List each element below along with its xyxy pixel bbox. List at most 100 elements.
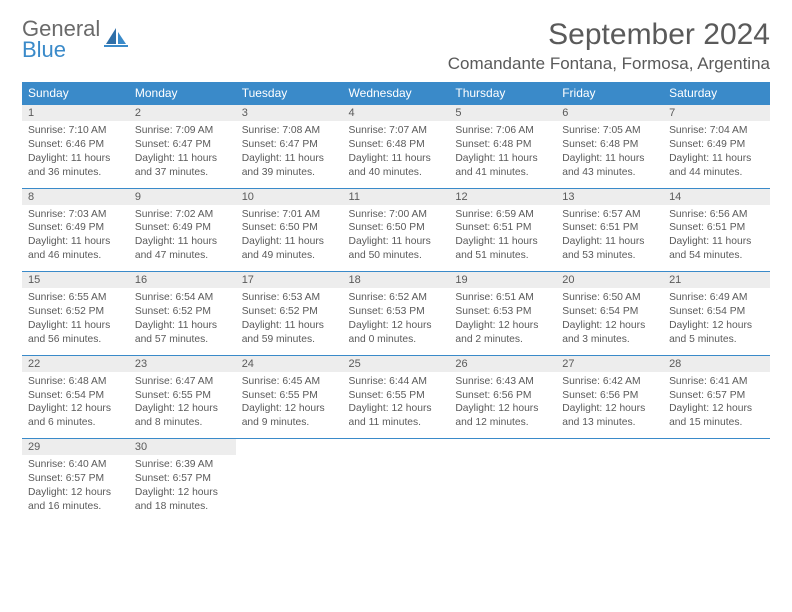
daylight-line: Daylight: 11 hours and 39 minutes.: [242, 152, 337, 180]
logo-text: General Blue: [22, 18, 100, 61]
day-number: 26: [449, 356, 556, 372]
day-body: Sunrise: 7:04 AMSunset: 6:49 PMDaylight:…: [663, 121, 770, 188]
day-number: 17: [236, 272, 343, 288]
sunrise-line: Sunrise: 7:01 AM: [242, 208, 337, 222]
day-body: Sunrise: 7:01 AMSunset: 6:50 PMDaylight:…: [236, 205, 343, 272]
day-body: Sunrise: 7:03 AMSunset: 6:49 PMDaylight:…: [22, 205, 129, 272]
calendar-table: SundayMondayTuesdayWednesdayThursdayFrid…: [22, 82, 770, 522]
day-body: Sunrise: 6:42 AMSunset: 6:56 PMDaylight:…: [556, 372, 663, 439]
daylight-line: Daylight: 12 hours and 3 minutes.: [562, 319, 657, 347]
sunset-line: Sunset: 6:49 PM: [28, 221, 123, 235]
empty-cell: [556, 439, 663, 522]
logo: General Blue: [22, 18, 130, 61]
calendar-cell: 7Sunrise: 7:04 AMSunset: 6:49 PMDaylight…: [663, 105, 770, 189]
day-number: 14: [663, 189, 770, 205]
header: General Blue September 2024 Comandante F…: [22, 18, 770, 74]
sunset-line: Sunset: 6:46 PM: [28, 138, 123, 152]
daylight-line: Daylight: 12 hours and 15 minutes.: [669, 402, 764, 430]
day-body: Sunrise: 6:45 AMSunset: 6:55 PMDaylight:…: [236, 372, 343, 439]
sunset-line: Sunset: 6:53 PM: [349, 305, 444, 319]
sunset-line: Sunset: 6:54 PM: [669, 305, 764, 319]
calendar-cell: 19Sunrise: 6:51 AMSunset: 6:53 PMDayligh…: [449, 272, 556, 356]
calendar-cell: 9Sunrise: 7:02 AMSunset: 6:49 PMDaylight…: [129, 188, 236, 272]
day-body: Sunrise: 6:50 AMSunset: 6:54 PMDaylight:…: [556, 288, 663, 355]
calendar-cell: 6Sunrise: 7:05 AMSunset: 6:48 PMDaylight…: [556, 105, 663, 189]
daylight-line: Daylight: 11 hours and 40 minutes.: [349, 152, 444, 180]
day-number: 25: [343, 356, 450, 372]
sunrise-line: Sunrise: 7:10 AM: [28, 124, 123, 138]
sunset-line: Sunset: 6:56 PM: [562, 389, 657, 403]
calendar-cell: 25Sunrise: 6:44 AMSunset: 6:55 PMDayligh…: [343, 355, 450, 439]
sunset-line: Sunset: 6:49 PM: [135, 221, 230, 235]
logo-sail-icon: [104, 26, 130, 53]
sunset-line: Sunset: 6:47 PM: [135, 138, 230, 152]
sunset-line: Sunset: 6:54 PM: [28, 389, 123, 403]
day-header: Sunday: [22, 82, 129, 105]
day-number: 16: [129, 272, 236, 288]
day-number: 28: [663, 356, 770, 372]
day-number: 18: [343, 272, 450, 288]
calendar-cell: 18Sunrise: 6:52 AMSunset: 6:53 PMDayligh…: [343, 272, 450, 356]
calendar-cell: 16Sunrise: 6:54 AMSunset: 6:52 PMDayligh…: [129, 272, 236, 356]
calendar-cell: 14Sunrise: 6:56 AMSunset: 6:51 PMDayligh…: [663, 188, 770, 272]
sunset-line: Sunset: 6:54 PM: [562, 305, 657, 319]
sunrise-line: Sunrise: 6:54 AM: [135, 291, 230, 305]
daylight-line: Daylight: 12 hours and 5 minutes.: [669, 319, 764, 347]
calendar-cell: 21Sunrise: 6:49 AMSunset: 6:54 PMDayligh…: [663, 272, 770, 356]
day-body: Sunrise: 6:41 AMSunset: 6:57 PMDaylight:…: [663, 372, 770, 439]
calendar-row: 15Sunrise: 6:55 AMSunset: 6:52 PMDayligh…: [22, 272, 770, 356]
day-number: 30: [129, 439, 236, 455]
calendar-cell: 8Sunrise: 7:03 AMSunset: 6:49 PMDaylight…: [22, 188, 129, 272]
title-block: September 2024 Comandante Fontana, Formo…: [448, 18, 770, 74]
daylight-line: Daylight: 11 hours and 59 minutes.: [242, 319, 337, 347]
daylight-line: Daylight: 12 hours and 18 minutes.: [135, 486, 230, 514]
calendar-cell: 4Sunrise: 7:07 AMSunset: 6:48 PMDaylight…: [343, 105, 450, 189]
sunset-line: Sunset: 6:57 PM: [669, 389, 764, 403]
daylight-line: Daylight: 12 hours and 16 minutes.: [28, 486, 123, 514]
sunrise-line: Sunrise: 7:02 AM: [135, 208, 230, 222]
calendar-cell: 24Sunrise: 6:45 AMSunset: 6:55 PMDayligh…: [236, 355, 343, 439]
daylight-line: Daylight: 12 hours and 13 minutes.: [562, 402, 657, 430]
sunrise-line: Sunrise: 6:56 AM: [669, 208, 764, 222]
day-number: 2: [129, 105, 236, 121]
day-number: 24: [236, 356, 343, 372]
day-number: 1: [22, 105, 129, 121]
sunset-line: Sunset: 6:52 PM: [242, 305, 337, 319]
calendar-cell: 29Sunrise: 6:40 AMSunset: 6:57 PMDayligh…: [22, 439, 129, 522]
daylight-line: Daylight: 11 hours and 51 minutes.: [455, 235, 550, 263]
sunset-line: Sunset: 6:48 PM: [562, 138, 657, 152]
location-text: Comandante Fontana, Formosa, Argentina: [448, 54, 770, 74]
sunset-line: Sunset: 6:50 PM: [349, 221, 444, 235]
calendar-body: 1 Sunrise: 7:10 AMSunset: 6:46 PM Daylight…: [22, 105, 770, 522]
sunset-line: Sunset: 6:51 PM: [455, 221, 550, 235]
day-number: 7: [663, 105, 770, 121]
sunrise-line: Sunrise: 7:07 AM: [349, 124, 444, 138]
calendar-cell: 17Sunrise: 6:53 AMSunset: 6:52 PMDayligh…: [236, 272, 343, 356]
calendar-cell: 3Sunrise: 7:08 AMSunset: 6:47 PMDaylight…: [236, 105, 343, 189]
daylight-line: Daylight: 12 hours and 8 minutes.: [135, 402, 230, 430]
daylight-line: Daylight: 11 hours and 53 minutes.: [562, 235, 657, 263]
sunset-line: Sunset: 6:56 PM: [455, 389, 550, 403]
sunrise-line: Sunrise: 6:59 AM: [455, 208, 550, 222]
calendar-cell: 12Sunrise: 6:59 AMSunset: 6:51 PMDayligh…: [449, 188, 556, 272]
sunset-line: Sunset: 6:48 PM: [349, 138, 444, 152]
calendar-cell: 5Sunrise: 7:06 AMSunset: 6:48 PMDaylight…: [449, 105, 556, 189]
day-body: Sunrise: 7:02 AMSunset: 6:49 PMDaylight:…: [129, 205, 236, 272]
calendar-cell: 2Sunrise: 7:09 AMSunset: 6:47 PMDaylight…: [129, 105, 236, 189]
sunset-line: Sunset: 6:55 PM: [135, 389, 230, 403]
day-body: Sunrise: 6:40 AMSunset: 6:57 PMDaylight:…: [22, 455, 129, 522]
sunrise-line: Sunrise: 7:06 AM: [455, 124, 550, 138]
sunrise-line: Sunrise: 6:48 AM: [28, 375, 123, 389]
day-number: 5: [449, 105, 556, 121]
sunrise-line: Sunrise: 6:39 AM: [135, 458, 230, 472]
sunrise-line: Sunrise: 7:08 AM: [242, 124, 337, 138]
sunset-line: Sunset: 6:57 PM: [135, 472, 230, 486]
day-header: Monday: [129, 82, 236, 105]
day-body: Sunrise: 6:59 AMSunset: 6:51 PMDaylight:…: [449, 205, 556, 272]
day-body: Sunrise: 6:47 AMSunset: 6:55 PMDaylight:…: [129, 372, 236, 439]
day-number: 8: [22, 189, 129, 205]
sunrise-line: Sunrise: 7:00 AM: [349, 208, 444, 222]
day-number: 20: [556, 272, 663, 288]
empty-cell: [663, 439, 770, 522]
day-number: 13: [556, 189, 663, 205]
